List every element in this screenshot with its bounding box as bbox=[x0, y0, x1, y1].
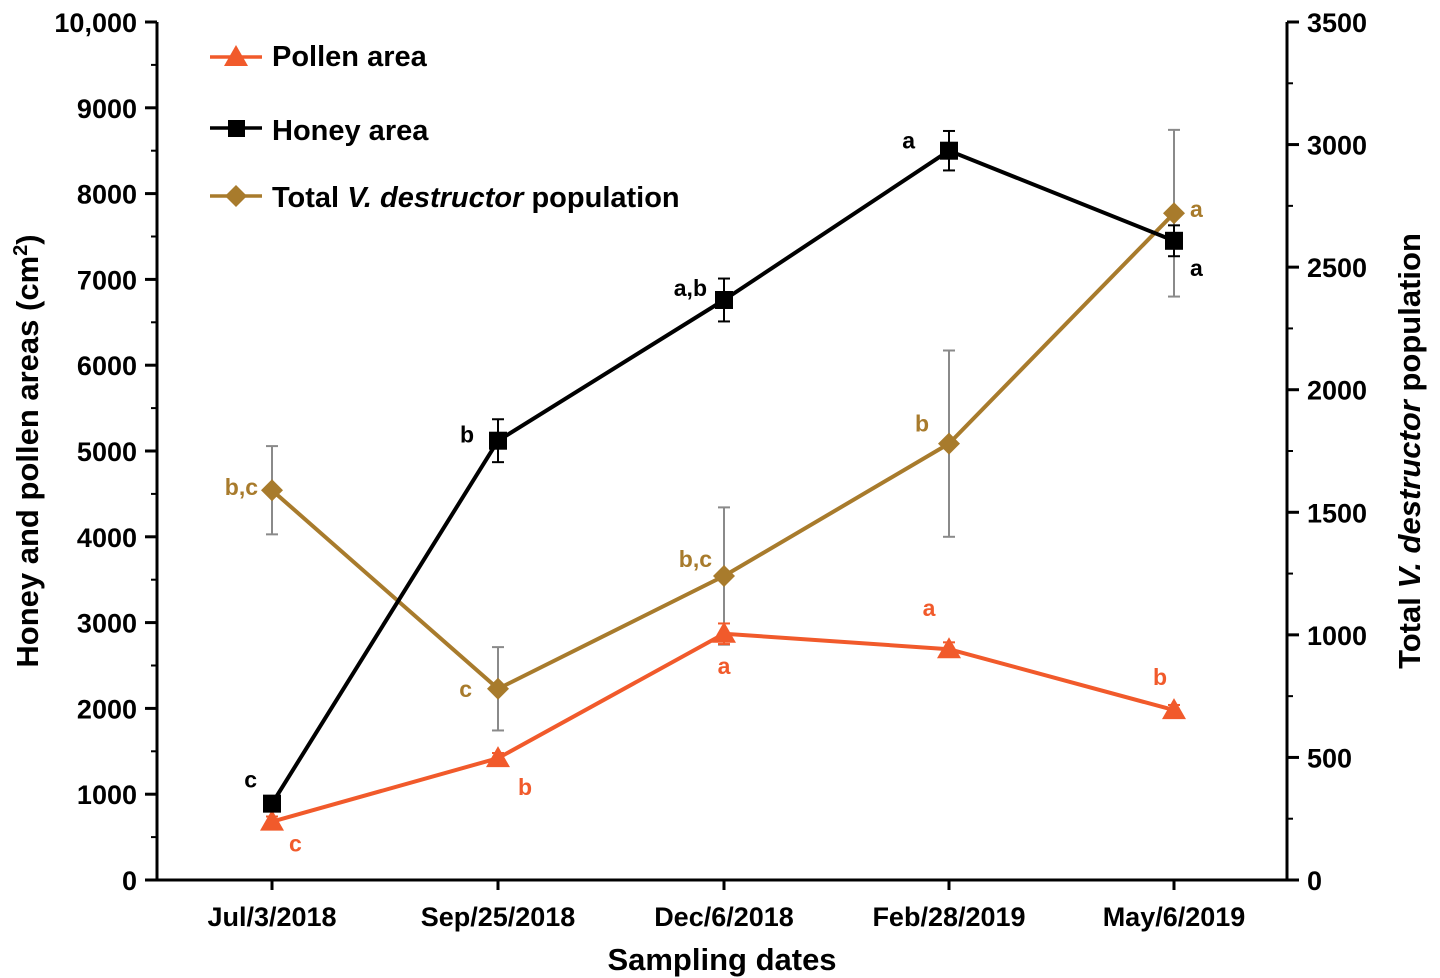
y-left-tick-label: 4000 bbox=[77, 523, 137, 553]
data-point bbox=[1163, 202, 1185, 225]
y-left-tick-label: 2000 bbox=[77, 694, 137, 724]
y-axis-right-title: Total V. destructor population bbox=[1392, 233, 1427, 669]
diamond-marker-icon bbox=[225, 185, 247, 207]
significance-label: b,c bbox=[679, 546, 712, 572]
significance-label: c bbox=[289, 831, 302, 857]
significance-label: a,b bbox=[674, 275, 707, 301]
series-0: c b a a b bbox=[260, 595, 1186, 857]
significance-label: b bbox=[1153, 664, 1167, 690]
data-point bbox=[263, 794, 281, 813]
series-1: c b a,b a a bbox=[244, 128, 1203, 813]
significance-label: a bbox=[1190, 196, 1203, 222]
legend-label-honey: Honey area bbox=[272, 115, 429, 147]
y-left-tick-label: 6000 bbox=[77, 351, 137, 381]
data-point bbox=[486, 746, 510, 768]
data-point bbox=[487, 677, 509, 700]
x-tick-label: Dec/6/2018 bbox=[654, 902, 794, 932]
y-right-tick-label: 0 bbox=[1307, 866, 1322, 896]
significance-label: b bbox=[460, 422, 474, 448]
y-right-tick-label: 500 bbox=[1307, 743, 1352, 773]
significance-label: a bbox=[923, 595, 936, 621]
data-point bbox=[937, 637, 961, 659]
data-point bbox=[261, 479, 283, 502]
x-tick-label: May/6/2019 bbox=[1103, 902, 1246, 932]
y-right-tick-label: 2000 bbox=[1307, 376, 1367, 406]
y-left-tick-label: 9000 bbox=[77, 94, 137, 124]
square-marker-icon bbox=[228, 120, 245, 137]
data-point bbox=[489, 431, 507, 450]
y-axis-left-title: Honey and pollen areas (cm2) bbox=[10, 234, 45, 667]
x-axis-ticks: Jul/3/2018 Sep/25/2018 Dec/6/2018 Feb/28/20… bbox=[207, 880, 1245, 932]
y-right-tick-label: 3500 bbox=[1307, 8, 1367, 38]
y-left-tick-label: 5000 bbox=[77, 437, 137, 467]
significance-label: c bbox=[244, 767, 257, 793]
data-point bbox=[1165, 231, 1183, 250]
x-axis-title: Sampling dates bbox=[607, 942, 836, 977]
data-point bbox=[260, 809, 284, 831]
legend-label-varroa: Total V. destructor population bbox=[272, 182, 680, 214]
y-axis-left-ticks: 0 1000 2000 3000 4000 5000 6000 7000 8000 9000 10,… bbox=[54, 8, 157, 896]
y-left-tick-label: 7000 bbox=[77, 265, 137, 295]
y-left-tick-label: 0 bbox=[122, 866, 137, 896]
series-2: b,c c b,c b a bbox=[225, 128, 1203, 732]
legend-item-varroa: Total V. destructor population bbox=[210, 182, 680, 214]
data-point bbox=[713, 565, 735, 588]
y-right-tick-label: 1000 bbox=[1307, 621, 1367, 651]
y-right-tick-label: 3000 bbox=[1307, 131, 1367, 161]
significance-label: b bbox=[915, 411, 929, 437]
series-line bbox=[270, 148, 1175, 805]
series-layer: b,c c b,c b a c b a a b c b a,b a a bbox=[225, 128, 1203, 857]
y-left-tick-label: 3000 bbox=[77, 609, 137, 639]
data-point bbox=[1162, 698, 1186, 720]
x-tick-label: Sep/25/2018 bbox=[421, 902, 576, 932]
y-left-tick-label: 8000 bbox=[77, 180, 137, 210]
y-axis-right-ticks: 0 500 1000 1500 2000 2500 3000 3500 bbox=[1287, 8, 1367, 896]
data-point bbox=[715, 290, 733, 309]
triangle-marker-icon bbox=[224, 45, 248, 66]
significance-label: a bbox=[718, 653, 731, 679]
data-point bbox=[938, 432, 960, 455]
legend-item-pollen: Pollen area bbox=[210, 41, 428, 73]
data-point bbox=[712, 621, 736, 643]
x-tick-label: Jul/3/2018 bbox=[207, 902, 336, 932]
data-point bbox=[940, 141, 958, 160]
significance-label: b bbox=[518, 774, 532, 800]
y-right-tick-label: 2500 bbox=[1307, 253, 1367, 283]
legend-item-honey: Honey area bbox=[210, 115, 429, 147]
legend: Pollen area Honey area Total V. destruct… bbox=[210, 41, 680, 214]
significance-label: c bbox=[459, 676, 472, 702]
significance-label: a bbox=[902, 128, 915, 154]
significance-label: a bbox=[1190, 255, 1203, 281]
plot-area bbox=[155, 22, 1289, 882]
y-right-tick-label: 1500 bbox=[1307, 498, 1367, 528]
legend-label-pollen: Pollen area bbox=[272, 41, 428, 73]
y-left-tick-label: 10,000 bbox=[54, 8, 137, 38]
x-tick-label: Feb/28/2019 bbox=[872, 902, 1025, 932]
y-left-tick-label: 1000 bbox=[77, 780, 137, 810]
significance-label: b,c bbox=[225, 474, 258, 500]
